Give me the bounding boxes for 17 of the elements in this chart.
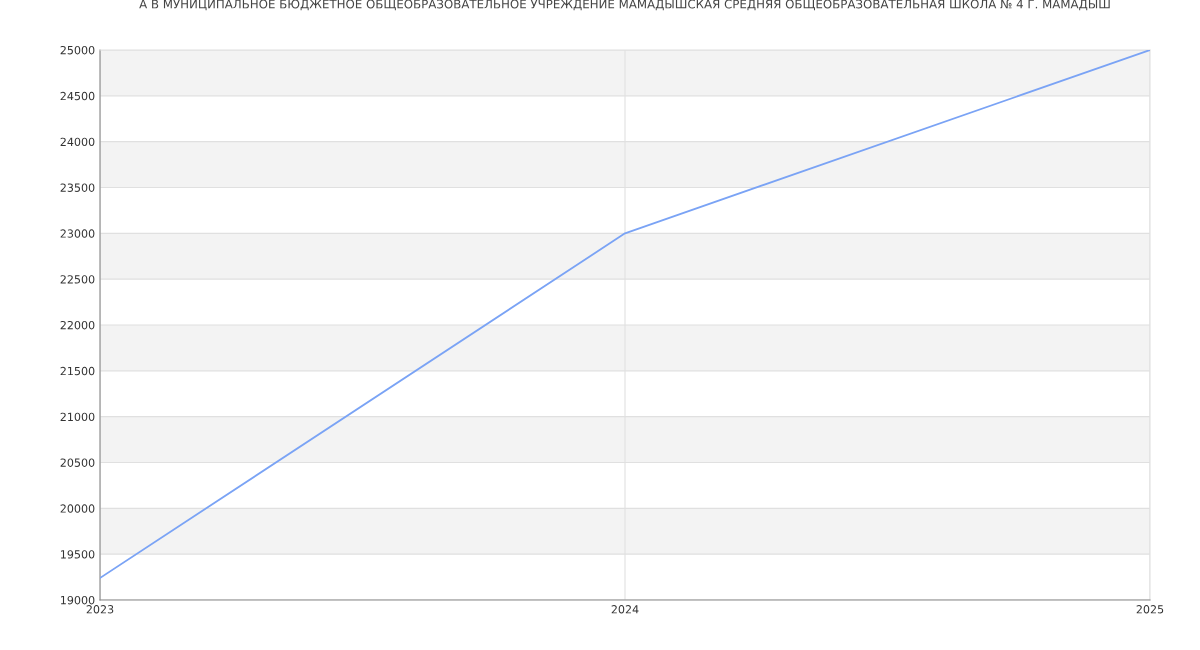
y-tick-label: 19000 — [61, 595, 95, 605]
x-tick-label: 2023 — [86, 605, 114, 614]
y-tick-label: 20000 — [60, 504, 95, 513]
y-tick-label: 25000 — [60, 45, 95, 55]
y-tick-label: 24500 — [60, 91, 95, 101]
y-tick-label: 23000 — [60, 229, 95, 238]
x-tick-label: 2024 — [611, 605, 639, 614]
chart-title: А В МУНИЦИПАЛЬНОЕ БЮДЖЕТНОЕ ОБЩЕОБРАЗОВАТЕЛЬНОЕ УЧРЕЖДЕНИЕ МАМАДЫШСКАЯ СРЕДНЯЯ ОБЩЕОБРАЗОВАТЕЛЬНАЯ ШКОЛА № 4 Г. МАМАДЫШ — [139, 0, 1110, 11]
y-tick-label: 23500 — [60, 183, 95, 192]
x-tick-label: 2025 — [1136, 605, 1164, 614]
y-tick-label: 20500 — [60, 458, 95, 467]
y-tick-label: 24000 — [60, 137, 95, 147]
y-tick-label: 22000 — [60, 320, 95, 330]
y-tick-label: 22500 — [60, 275, 95, 284]
y-tick-label: 21500 — [60, 366, 95, 376]
y-tick-label: 19500 — [61, 550, 95, 559]
y-tick-label: 21000 — [60, 412, 95, 422]
